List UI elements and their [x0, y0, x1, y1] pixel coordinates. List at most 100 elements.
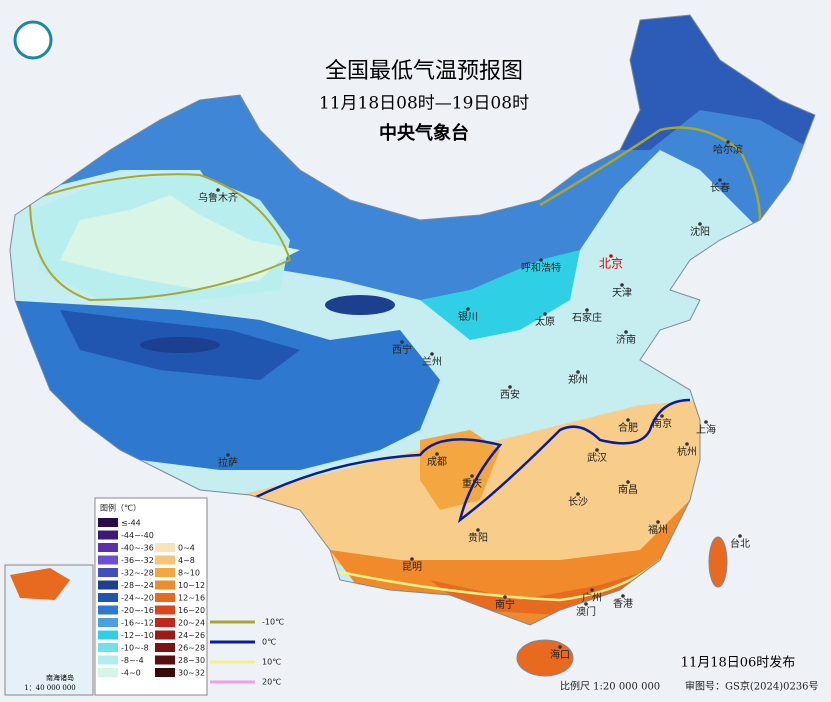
city-dot [626, 480, 630, 484]
city-dot [466, 307, 470, 311]
city-dot [576, 370, 580, 374]
legend-label: 16~20 [178, 606, 205, 615]
city-dot [698, 222, 702, 226]
city-label: 南京 [652, 417, 672, 430]
city-dot [435, 452, 439, 456]
legend-swatch [98, 568, 118, 577]
city-label: 成都 [427, 456, 447, 468]
city-label: 呼和浩特 [521, 262, 561, 274]
city-label: 太原 [535, 315, 555, 328]
city-dot [584, 602, 588, 606]
city-dot [624, 330, 628, 334]
city-dot [704, 420, 708, 424]
city-dot [609, 254, 613, 258]
city-dot [738, 534, 742, 538]
city-label: 武汉 [587, 451, 607, 464]
legend-swatch [155, 543, 175, 552]
legend-swatch [98, 643, 118, 652]
legend-label: 10℃ [262, 658, 281, 667]
legend-label: 4~8 [178, 556, 195, 565]
legend-label: 28~30 [178, 656, 205, 665]
city-label: 昆明 [402, 561, 422, 573]
legend-swatch [155, 568, 175, 577]
city-label: 上海 [696, 423, 716, 436]
city-label: 重庆 [462, 477, 482, 490]
city-label: 拉萨 [218, 456, 238, 469]
legend-label: -28~-24 [121, 581, 154, 590]
review: 审图号：GS京(2024)0236号 [685, 680, 819, 693]
legend-swatch [155, 643, 175, 652]
city-label: 贵阳 [468, 531, 488, 544]
legend-swatch [98, 655, 118, 665]
city-label: 台北 [730, 537, 750, 550]
legend-label: -16~-12 [121, 619, 154, 628]
legend-swatch [98, 668, 118, 677]
legend-label: 8~10 [178, 569, 200, 578]
city-label: 长春 [710, 182, 730, 194]
city-label: 西安 [500, 388, 520, 401]
legend-swatch [155, 555, 175, 565]
legend-label: 12~16 [178, 594, 205, 603]
legend-swatch [155, 630, 175, 640]
city-dot [595, 448, 599, 452]
city-dot [226, 453, 230, 457]
legend-swatch [98, 580, 118, 590]
city-label: 广州 [582, 592, 602, 604]
city-dot [585, 308, 589, 312]
city-dot [539, 258, 543, 262]
city-dot [410, 557, 414, 561]
legend-label: 20~24 [178, 619, 205, 628]
legend-swatch [98, 593, 118, 602]
legend-swatch [98, 618, 118, 627]
legend-label: 26~28 [178, 644, 205, 653]
legend-swatch [155, 593, 175, 602]
legend-label: -12~-10 [121, 631, 154, 640]
subtitle: 11月18日08时—19日08时 [319, 94, 529, 114]
legend-items: ≤-44 -44~-40 -40~-36 -36~-32 -32~-28 -28~-24 -… [98, 518, 284, 687]
city-label: 福州 [648, 523, 668, 536]
city-label: 银川 [458, 310, 478, 323]
city-label: 西宁 [392, 343, 412, 356]
taiwan [708, 536, 728, 588]
legend-swatch [155, 618, 175, 627]
legend-title: 图例（℃） [100, 503, 141, 513]
legend-label: -32~-28 [121, 569, 154, 578]
city-dot [476, 528, 480, 532]
city-dot [656, 520, 660, 524]
issued: 11月18日06时发布 [681, 655, 796, 671]
city-label: 香港 [613, 598, 633, 610]
legend-label: -44~-40 [121, 531, 154, 540]
logo [13, 20, 53, 60]
city-dot [400, 340, 404, 344]
legend-swatch [155, 668, 175, 677]
legend-label: -10~-8 [121, 644, 149, 653]
city-dot [718, 178, 722, 182]
legend-label: -36~-32 [121, 556, 154, 565]
inset-title: 南海诸岛 [46, 673, 74, 682]
legend-swatch [98, 605, 118, 615]
city-label: 乌鲁木齐 [198, 191, 238, 204]
city-dot [660, 414, 664, 418]
legend-label: 0℃ [262, 638, 276, 647]
legend-label: -20~-16 [121, 606, 154, 615]
city-label: 兰州 [422, 355, 442, 368]
city-dot [626, 418, 630, 422]
legend-label: -24~-20 [121, 594, 154, 603]
legend-swatch [98, 530, 118, 540]
city-dot [620, 283, 624, 287]
city-dot [216, 188, 220, 192]
legend-swatch [98, 543, 118, 552]
city-dot [726, 140, 730, 144]
legend-swatch [98, 630, 118, 640]
hainan [516, 639, 574, 677]
city-label: 哈尔滨 [713, 143, 743, 156]
city-label: 南昌 [618, 483, 638, 496]
legend-swatch [155, 655, 175, 665]
legend-label: -40~-36 [121, 544, 154, 553]
legend-label: 30~32 [178, 669, 205, 678]
city-label: 天津 [612, 287, 632, 299]
issuer: 中央气象台 [379, 122, 469, 144]
city-dot [576, 492, 580, 496]
city-dot [503, 595, 507, 599]
